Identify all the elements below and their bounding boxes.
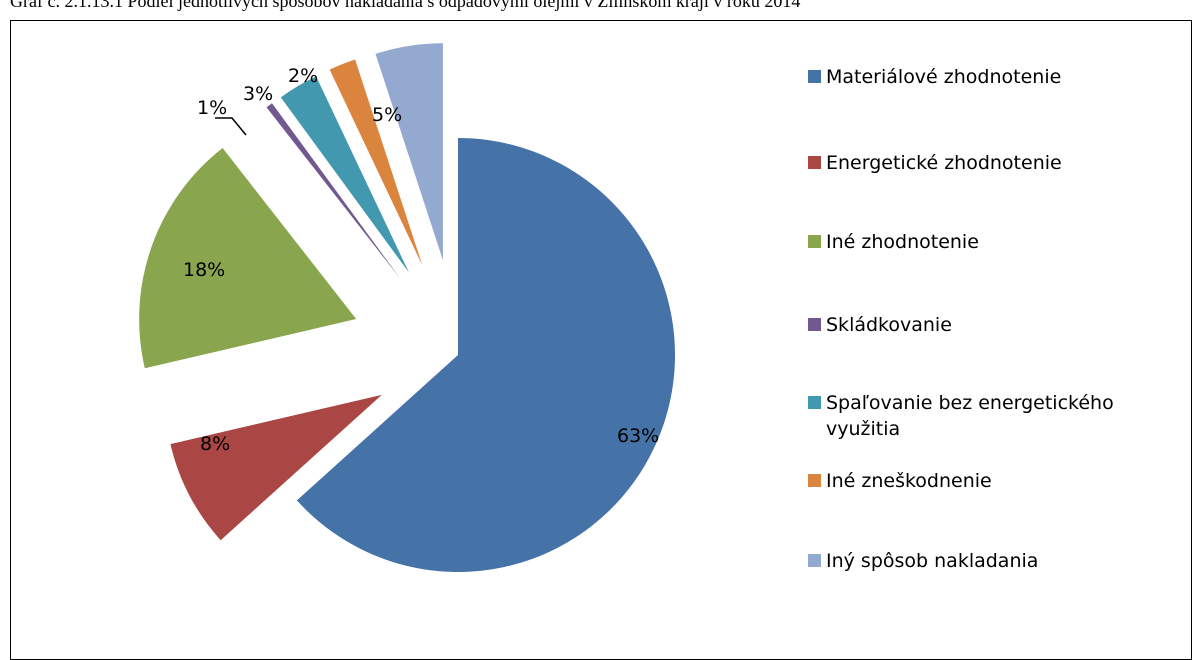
legend-item-7: Iný spôsob nakladania [808,548,1171,574]
legend-label: Materiálové zhodnotenie [826,66,1062,88]
legend-item-1: Materiálové zhodnotenie [808,64,1171,90]
legend-label: Energetické zhodnotenie [826,152,1062,174]
data-label-3: 18% [183,259,225,281]
data-label-5: 3% [243,83,273,105]
legend-item-5: Spaľovanie bez energetického využitia [808,390,1171,442]
legend-swatch [808,235,821,248]
legend-swatch [808,474,821,487]
pie-slice-7 [375,43,443,261]
leader-line [215,117,247,136]
pie-slice-4 [266,103,401,279]
legend-swatch [808,318,821,331]
legend-label: Iné zhodnotenie [826,231,979,253]
legend-label: Spaľovanie bez energetického využitia [826,392,1114,440]
legend-label: Iné zneškodnenie [826,470,992,492]
pie-slice-2 [170,394,382,541]
data-label-6: 2% [288,65,318,87]
legend-swatch [808,70,821,83]
legend-label: Iný spôsob nakladania [826,550,1039,572]
legend-swatch [808,396,821,409]
pie-slice-6 [329,59,423,266]
data-label-2: 8% [200,433,230,455]
legend-item-2: Energetické zhodnotenie [808,150,1171,176]
legend-item-6: Iné zneškodnenie [808,468,1171,494]
data-label-7: 5% [372,104,402,126]
legend-item-3: Iné zhodnotenie [808,229,1171,255]
pie-slices [139,43,675,572]
pie-data-labels: 63% 8% 18% 1% 3% 2% 5% [183,65,659,455]
chart-caption: Graf č. 2.1.13.1 Podiel jednotlivých spô… [10,0,801,11]
legend-label: Skládkovanie [826,314,952,336]
legend-swatch [808,554,821,567]
pie-slice-3 [139,148,357,369]
legend-item-4: Skládkovanie [808,312,1171,338]
legend-swatch [808,156,821,169]
data-label-4: 1% [197,97,227,119]
pie-slice-1 [296,138,675,572]
pie-slice-5 [280,76,409,273]
data-label-1: 63% [617,425,659,447]
